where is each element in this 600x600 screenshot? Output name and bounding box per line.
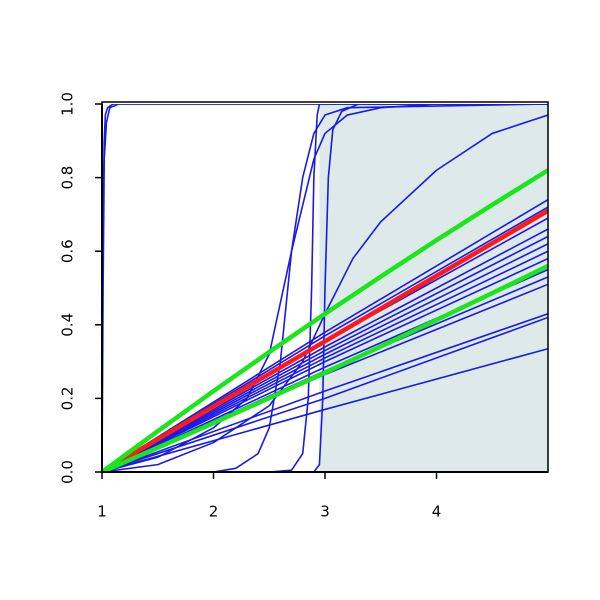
- x-tick-label: 3: [320, 503, 330, 521]
- curve: [102, 104, 548, 472]
- curve: [102, 208, 548, 472]
- curve: [102, 316, 548, 472]
- y-tick-label: 0.8: [59, 166, 77, 190]
- y-tick-label: 0.4: [59, 313, 77, 337]
- curve: [102, 257, 548, 472]
- curve: [102, 243, 548, 472]
- curve: [102, 235, 548, 472]
- curve: [102, 313, 548, 472]
- curve: [102, 104, 548, 472]
- x-tick-label: 2: [209, 503, 219, 521]
- y-tick-label: 0.2: [59, 386, 77, 410]
- shaded-region: [319, 104, 548, 472]
- curve: [102, 198, 548, 472]
- curve: [102, 104, 548, 472]
- curve: [102, 263, 548, 472]
- y-tick-label: 0.0: [59, 460, 77, 484]
- x-tick-label: 4: [432, 503, 442, 521]
- curve: [102, 250, 548, 472]
- y-tick-label: 0.6: [59, 239, 77, 263]
- x-tick-label: 1: [97, 503, 107, 521]
- curve: [102, 168, 548, 472]
- y-tick-label: 1.0: [59, 92, 77, 116]
- plot-area: [102, 104, 548, 472]
- curve: [102, 347, 548, 472]
